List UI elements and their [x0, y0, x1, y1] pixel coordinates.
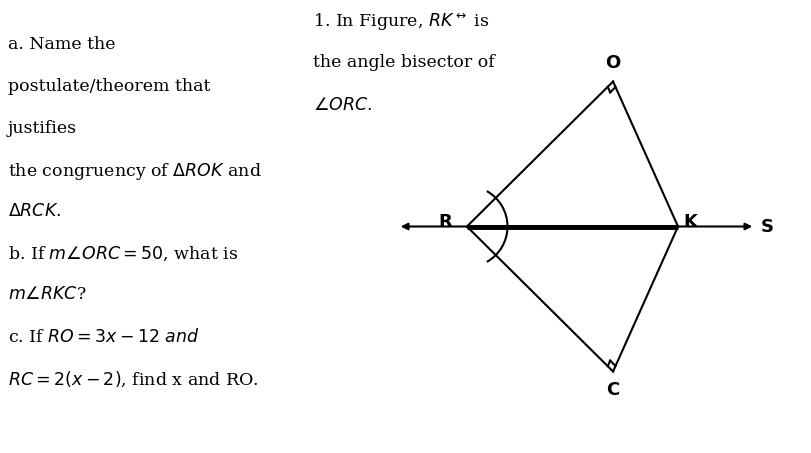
Text: O: O — [605, 53, 620, 72]
Text: C: C — [606, 381, 619, 400]
Text: the angle bisector of: the angle bisector of — [312, 54, 494, 72]
Text: a. Name the: a. Name the — [8, 36, 115, 53]
Text: $\it{m}\angle\it{RKC}$?: $\it{m}\angle\it{RKC}$? — [8, 286, 87, 304]
Text: $\angle\it{ORC}$.: $\angle\it{ORC}$. — [312, 97, 371, 115]
Text: K: K — [683, 212, 697, 231]
Text: c. If $\it{RO}$$=$$3\it{x}-12$ $\it{and}$: c. If $\it{RO}$$=$$3\it{x}-12$ $\it{and}… — [8, 328, 200, 346]
Text: $\Delta\it{RCK}$.: $\Delta\it{RCK}$. — [8, 203, 62, 220]
Text: justifies: justifies — [8, 120, 77, 137]
Text: R: R — [438, 212, 452, 231]
Text: S: S — [760, 217, 773, 236]
Text: the congruency of $\Delta\it{ROK}$ and: the congruency of $\Delta\it{ROK}$ and — [8, 161, 261, 182]
Text: b. If $\it{m}\angle\it{ORC}$$=$$50$, what is: b. If $\it{m}\angle\it{ORC}$$=$$50$, wha… — [8, 245, 238, 263]
Text: $\it{RC}$$=$$2(\it{x}-2)$, find x and RO.: $\it{RC}$$=$$2(\it{x}-2)$, find x and RO… — [8, 370, 258, 389]
Text: 1. In Figure, $\it{RK}^{\leftrightarrow}$ is: 1. In Figure, $\it{RK}^{\leftrightarrow}… — [312, 11, 488, 33]
Text: postulate/theorem that: postulate/theorem that — [8, 78, 210, 95]
